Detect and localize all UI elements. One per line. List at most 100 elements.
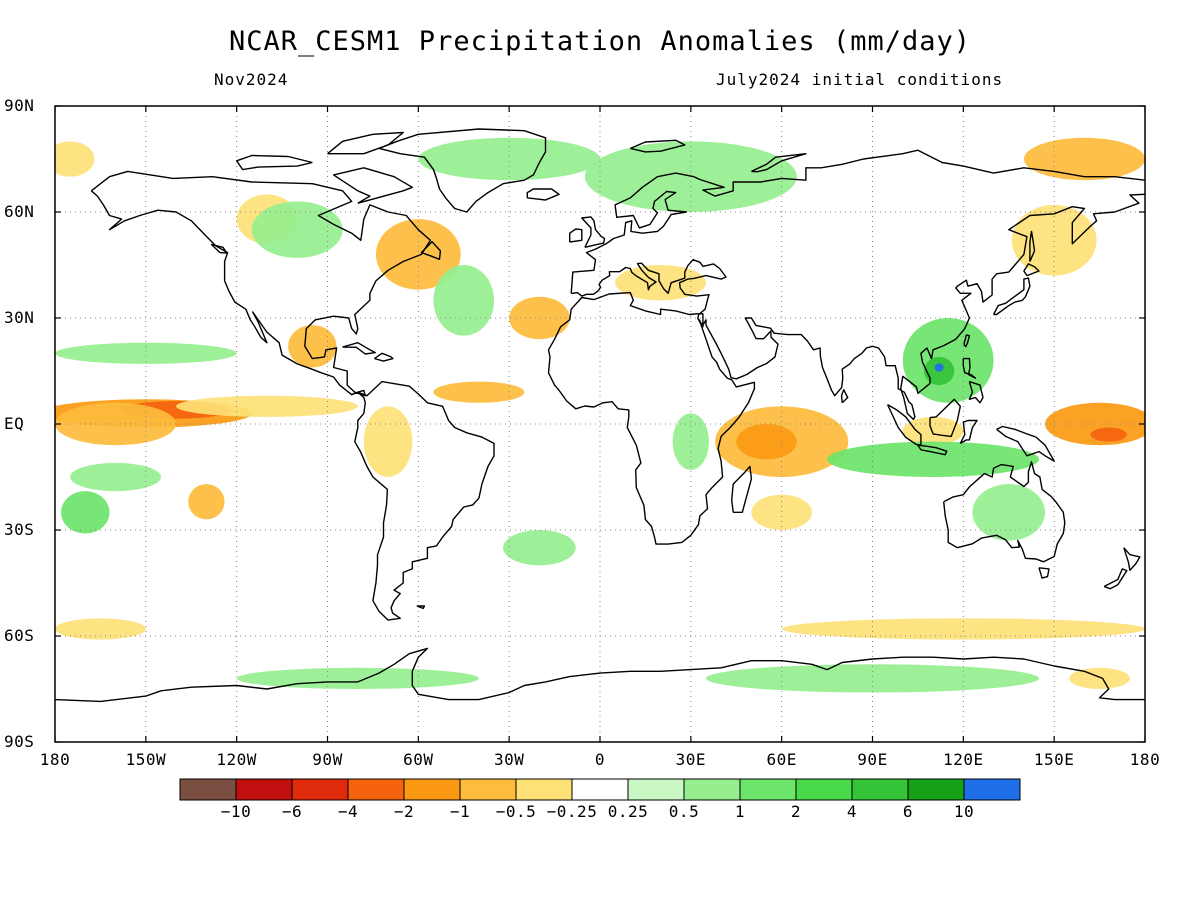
colorbar-swatch: [515, 778, 573, 801]
island-outline: [235, 154, 313, 171]
island-outline: [959, 419, 978, 445]
island-outline: [569, 228, 583, 243]
anomaly-region-8: [433, 381, 525, 403]
lat-label: 90N: [4, 96, 35, 115]
colorbar-swatch: [347, 778, 405, 801]
colorbar-swatch: [291, 778, 349, 801]
island-outline: [332, 167, 413, 204]
lon-label: 120W: [216, 750, 257, 769]
colorbar-swatch: [739, 778, 797, 801]
anomaly-region-36: [236, 667, 479, 690]
colorbar-swatch: [907, 778, 965, 801]
island-outline: [373, 352, 394, 362]
anomaly-region-3: [176, 395, 358, 417]
colorbar-swatch: [627, 778, 685, 801]
lat-label: 90S: [4, 732, 35, 751]
island-outline: [751, 152, 807, 173]
colorbar-label: −1: [449, 802, 471, 821]
colorbar-label: 4: [846, 802, 858, 821]
colorbar-label: −0.5: [495, 802, 537, 821]
colorbar-label: −0.25: [546, 802, 598, 821]
anomaly-region-30: [418, 137, 600, 181]
coastline: [570, 149, 1145, 294]
anomaly-region-16: [188, 484, 225, 520]
anomaly-region-34: [503, 530, 576, 566]
lon-label: 150E: [1033, 750, 1075, 769]
colorbar-swatch: [851, 778, 909, 801]
colorbar-label: −10: [220, 802, 252, 821]
lat-label: 60S: [4, 626, 35, 645]
lon-label: 0: [594, 750, 606, 769]
island-outline: [992, 277, 1031, 316]
anomaly-region-33: [61, 491, 110, 534]
anomaly-region-9: [288, 325, 337, 368]
anomaly-region-22: [363, 406, 413, 477]
coastline: [354, 380, 495, 621]
island-outline: [416, 605, 426, 610]
lon-label: 60E: [766, 750, 797, 769]
lon-label: 30W: [493, 750, 525, 769]
island-outline: [1029, 230, 1036, 262]
lat-label: EQ: [4, 414, 25, 433]
colorbar-label: 0.5: [668, 802, 700, 821]
colorbar-swatch: [683, 778, 741, 801]
coastline: [943, 461, 1066, 563]
anomaly-region-14: [1011, 204, 1097, 276]
anomaly-region-35: [705, 664, 1040, 693]
anomaly-region-7: [736, 424, 797, 460]
colorbar-label: −4: [337, 802, 359, 821]
lon-label: 120E: [943, 750, 984, 769]
anomaly-region-31: [55, 342, 237, 364]
island-outline: [968, 380, 984, 404]
island-outline: [731, 465, 753, 513]
anomaly-region-18: [781, 618, 1145, 640]
island-outline: [630, 139, 686, 153]
island-outline: [1023, 263, 1040, 277]
island-outline: [996, 425, 1055, 462]
coastline: [547, 291, 756, 545]
colorbar-label: −2: [393, 802, 415, 821]
anomaly-region-21: [55, 141, 95, 177]
forecast-month: Nov2024: [214, 70, 289, 89]
colorbar-swatch: [459, 778, 517, 801]
island-outline: [917, 444, 948, 456]
colorbar-swatch: [963, 778, 1021, 801]
colorbar-swatch: [795, 778, 853, 801]
colorbar-swatch: [235, 778, 293, 801]
island-outline: [929, 398, 961, 438]
lon-label: 60W: [403, 750, 434, 769]
island-outline: [963, 334, 971, 348]
island-outline: [581, 216, 606, 248]
colorbar-label: 2: [790, 802, 802, 821]
island-outline: [886, 403, 922, 446]
coastline: [571, 193, 1145, 421]
anomaly-region-23: [902, 416, 964, 446]
anomaly-region-15: [1023, 137, 1145, 181]
island-outline: [210, 243, 228, 254]
colorbar-label: 10: [953, 802, 975, 821]
island-outline: [526, 188, 560, 201]
anomaly-region-27: [827, 441, 1040, 478]
anomaly-region-32: [70, 462, 161, 492]
colorbar-swatch: [571, 778, 629, 801]
lon-label: 180: [39, 750, 71, 769]
island-outline: [962, 357, 977, 379]
island-outline: [327, 131, 404, 155]
anomaly-region-20: [1069, 667, 1130, 690]
island-outline: [342, 342, 376, 355]
colorbar-label: 1: [734, 802, 746, 821]
island-outline: [1038, 567, 1050, 579]
anomaly-region-39: [433, 265, 495, 336]
anomaly-region-17: [751, 494, 812, 530]
lat-label: 30N: [4, 308, 35, 327]
colorbar-label: −6: [281, 802, 303, 821]
island-outline: [840, 389, 849, 404]
lon-label: 180: [1129, 750, 1161, 769]
anomaly-field: [55, 137, 1145, 693]
island-outline: [420, 240, 442, 260]
map-title: NCAR_CESM1 Precipitation Anomalies (mm/d…: [229, 26, 971, 57]
colorbar-label: 6: [902, 802, 914, 821]
lat-label: 30S: [4, 520, 35, 539]
anomaly-region-10: [375, 219, 461, 290]
